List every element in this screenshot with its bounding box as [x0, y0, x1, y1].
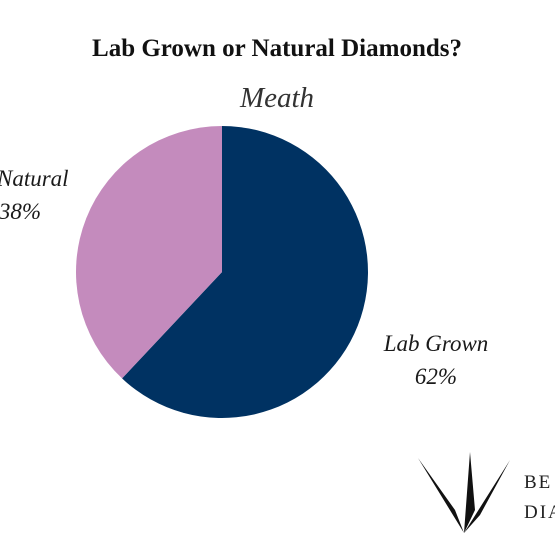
chart-subtitle: Meath	[239, 82, 314, 114]
diamond-crown-logo-icon	[418, 452, 510, 533]
slice-label-lab-grown: Lab Grown	[383, 331, 489, 356]
chart-title: Lab Grown or Natural Diamonds?	[92, 35, 462, 62]
brand-logo: BE DIA	[418, 452, 555, 533]
pie-slice-natural	[76, 126, 223, 379]
pie-slice-lab-grown	[122, 126, 368, 418]
slice-value-natural: 38%	[0, 199, 41, 224]
slice-value-lab-grown: 62%	[415, 364, 457, 389]
logo-text-line1: BE	[524, 472, 552, 493]
logo-text-line2: DIA	[524, 502, 555, 523]
pie-slices	[76, 126, 368, 418]
slice-label-natural: Natural	[0, 166, 69, 191]
